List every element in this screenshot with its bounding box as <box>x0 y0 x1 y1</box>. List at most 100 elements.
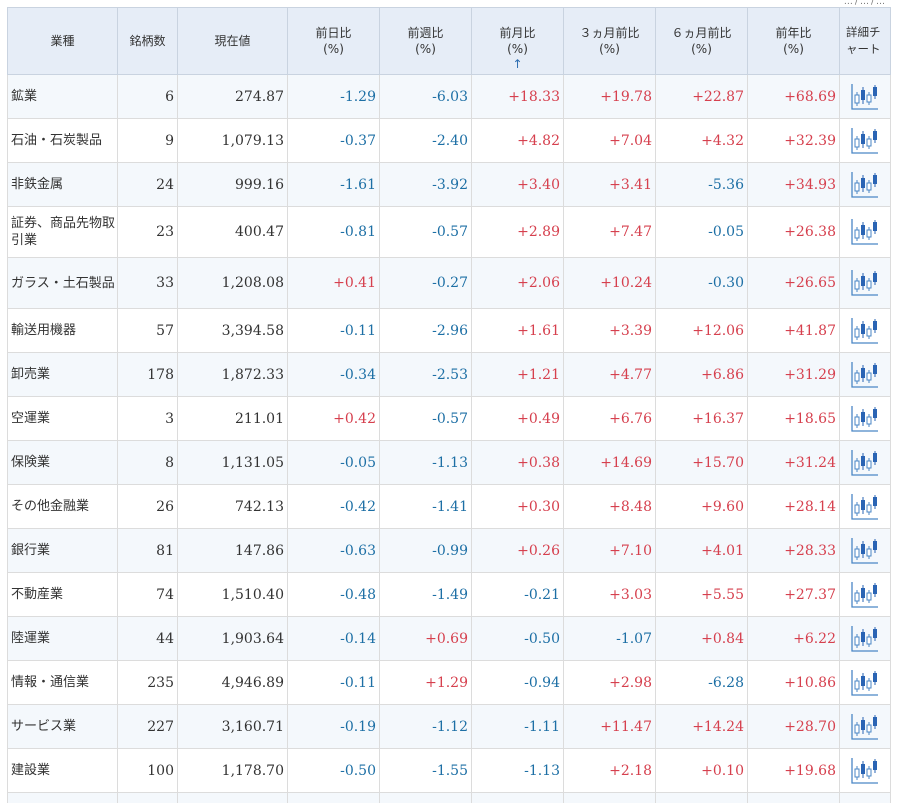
d1-change-cell: -1.29 <box>287 74 380 119</box>
sector-name-cell: 輸送用機器 <box>7 308 118 353</box>
table-row-partial <box>7 792 891 803</box>
m6-change-cell: -6.28 <box>655 660 748 705</box>
candlestick-chart-icon[interactable] <box>850 536 880 566</box>
m3-change-cell: +2.98 <box>563 660 656 705</box>
candlestick-chart-icon[interactable] <box>850 82 880 112</box>
detail-chart-cell <box>839 484 891 529</box>
m1-change-cell: +0.38 <box>471 440 564 485</box>
candlestick-chart-icon[interactable] <box>850 712 880 742</box>
candlestick-chart-icon[interactable] <box>850 316 880 346</box>
partial-cell <box>117 792 178 803</box>
candlestick-chart-icon[interactable] <box>850 756 880 786</box>
col-d1-header[interactable]: 前日比 (%) <box>287 7 380 75</box>
current-value-cell: 3,160.71 <box>177 704 288 749</box>
m6-change-cell: +4.01 <box>655 528 748 573</box>
d1-change-cell: -1.61 <box>287 162 380 207</box>
w1-change-cell: -1.55 <box>379 748 472 793</box>
col-m3-unit: (%) <box>599 42 620 56</box>
m3-change-cell: +7.04 <box>563 118 656 163</box>
current-value-cell: 1,510.40 <box>177 572 288 617</box>
current-value-cell: 1,131.05 <box>177 440 288 485</box>
sector-name-cell: 卸売業 <box>7 352 118 397</box>
d1-change-cell: -0.48 <box>287 572 380 617</box>
w1-change-cell: -3.92 <box>379 162 472 207</box>
detail-chart-cell <box>839 440 891 485</box>
w1-change-cell: -1.12 <box>379 704 472 749</box>
current-value-cell: 1,178.70 <box>177 748 288 793</box>
m6-change-cell: +22.87 <box>655 74 748 119</box>
stock-count-cell: 74 <box>117 572 178 617</box>
col-sector-header[interactable]: 業種 <box>7 7 118 75</box>
detail-chart-cell <box>839 748 891 793</box>
table-row: 卸売業 178 1,872.33 -0.34 -2.53 +1.21 +4.77 +6.86 +… <box>7 352 891 397</box>
candlestick-chart-icon[interactable] <box>850 170 880 200</box>
detail-chart-cell <box>839 162 891 207</box>
table-row: 建設業 100 1,178.70 -0.50 -1.55 -1.13 +2.18 +0.10 +… <box>7 748 891 793</box>
y1-change-cell: +41.87 <box>747 308 840 353</box>
d1-change-cell: -0.34 <box>287 352 380 397</box>
col-price-header[interactable]: 現在値 <box>177 7 288 75</box>
current-value-cell: 1,208.08 <box>177 257 288 309</box>
y1-change-cell: +32.39 <box>747 118 840 163</box>
w1-change-cell: +1.29 <box>379 660 472 705</box>
candlestick-chart-icon[interactable] <box>850 448 880 478</box>
y1-change-cell: +18.65 <box>747 396 840 441</box>
m3-change-cell: +3.41 <box>563 162 656 207</box>
detail-chart-cell <box>839 528 891 573</box>
sector-name-cell: サービス業 <box>7 704 118 749</box>
col-w1-label: 前週比 <box>407 26 444 40</box>
d1-change-cell: +0.41 <box>287 257 380 309</box>
detail-chart-cell <box>839 257 891 309</box>
sector-name-cell: 保険業 <box>7 440 118 485</box>
candlestick-chart-icon[interactable] <box>850 668 880 698</box>
col-m3-header[interactable]: ３ヵ月前比 (%) <box>563 7 656 75</box>
candlestick-chart-icon[interactable] <box>850 268 880 298</box>
partial-cell <box>747 792 840 803</box>
col-m6-header[interactable]: ６ヵ月前比 (%) <box>655 7 748 75</box>
col-w1-header[interactable]: 前週比 (%) <box>379 7 472 75</box>
current-value-cell: 4,946.89 <box>177 660 288 705</box>
col-detail-label-2: ャート <box>846 42 881 56</box>
m6-change-cell: +0.84 <box>655 616 748 661</box>
candlestick-chart-icon[interactable] <box>850 217 880 247</box>
sector-name-cell: その他金融業 <box>7 484 118 529</box>
candlestick-chart-icon[interactable] <box>850 404 880 434</box>
m1-change-cell: +0.26 <box>471 528 564 573</box>
m6-change-cell: +0.10 <box>655 748 748 793</box>
w1-change-cell: -0.57 <box>379 206 472 258</box>
table-row: 不動産業 74 1,510.40 -0.48 -1.49 -0.21 +3.03 +5.55 +… <box>7 572 891 617</box>
stock-count-cell: 235 <box>117 660 178 705</box>
m3-change-cell: +19.78 <box>563 74 656 119</box>
m1-change-cell: +2.89 <box>471 206 564 258</box>
stock-count-cell: 23 <box>117 206 178 258</box>
m1-change-cell: -1.13 <box>471 748 564 793</box>
partial-cell <box>839 792 891 803</box>
current-value-cell: 1,079.13 <box>177 118 288 163</box>
candlestick-chart-icon[interactable] <box>850 492 880 522</box>
table-row: 鉱業 6 274.87 -1.29 -6.03 +18.33 +19.78 +22.87 +68… <box>7 74 891 119</box>
col-y1-header[interactable]: 前年比 (%) <box>747 7 840 75</box>
y1-change-cell: +28.70 <box>747 704 840 749</box>
current-value-cell: 147.86 <box>177 528 288 573</box>
table-row: 保険業 8 1,131.05 -0.05 -1.13 +0.38 +14.69 +15.70 +… <box>7 440 891 485</box>
col-m1-header[interactable]: 前月比 (%) ↑ <box>471 7 564 75</box>
col-count-header[interactable]: 銘柄数 <box>117 7 178 75</box>
d1-change-cell: -0.19 <box>287 704 380 749</box>
candlestick-chart-icon[interactable] <box>850 580 880 610</box>
stock-count-cell: 24 <box>117 162 178 207</box>
w1-change-cell: -0.27 <box>379 257 472 309</box>
m6-change-cell: -0.30 <box>655 257 748 309</box>
candlestick-chart-icon[interactable] <box>850 360 880 390</box>
d1-change-cell: -0.11 <box>287 660 380 705</box>
table-row: 陸運業 44 1,903.64 -0.14 +0.69 -0.50 -1.07 +0.84 +6… <box>7 616 891 661</box>
candlestick-chart-icon[interactable] <box>850 624 880 654</box>
y1-change-cell: +28.33 <box>747 528 840 573</box>
candlestick-chart-icon[interactable] <box>850 126 880 156</box>
col-m6-unit: (%) <box>691 42 712 56</box>
m1-change-cell: +0.49 <box>471 396 564 441</box>
stock-count-cell: 81 <box>117 528 178 573</box>
detail-chart-cell <box>839 118 891 163</box>
w1-change-cell: -1.41 <box>379 484 472 529</box>
current-value-cell: 3,394.58 <box>177 308 288 353</box>
detail-chart-cell <box>839 308 891 353</box>
